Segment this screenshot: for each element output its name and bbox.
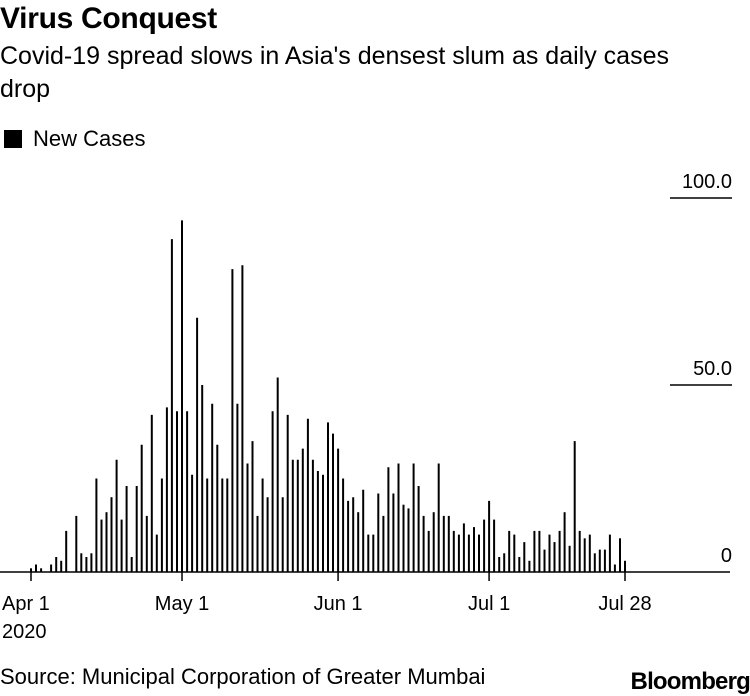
source-note: Source: Municipal Corporation of Greater… <box>0 664 486 689</box>
x-tick-label-2020-04-01: Apr 1 <box>2 593 50 615</box>
chart-legend: New Cases <box>4 126 145 152</box>
x-tick-sublabel-2020-04-01: 2020 <box>2 621 47 643</box>
chart-title: Virus Conquest <box>0 2 217 35</box>
x-tick-label-2020-06-01: Jun 1 <box>314 593 363 615</box>
x-tick-label-2020-07-28: Jul 28 <box>598 593 651 615</box>
y-tick-label-100: 100.0 <box>682 171 732 193</box>
y-axis: 100.0 50.0 0 <box>670 171 732 567</box>
x-tick-label-2020-07-01: Jul 1 <box>468 593 510 615</box>
x-axis: Apr 1 2020 May 1 Jun 1 Jul 1 Jul 28 <box>2 572 652 643</box>
chart-subtitle: Covid-19 spread slows in Asia's densest … <box>0 42 669 103</box>
legend-swatch-new-cases <box>4 130 22 148</box>
y-tick-label-0: 0 <box>721 545 732 567</box>
x-tick-label-2020-05-01: May 1 <box>155 593 209 615</box>
legend-label-new-cases: New Cases <box>33 126 146 151</box>
bloomberg-logo: Bloomberg <box>630 668 750 695</box>
y-tick-label-50: 50.0 <box>693 358 732 380</box>
bars-group <box>30 220 626 572</box>
